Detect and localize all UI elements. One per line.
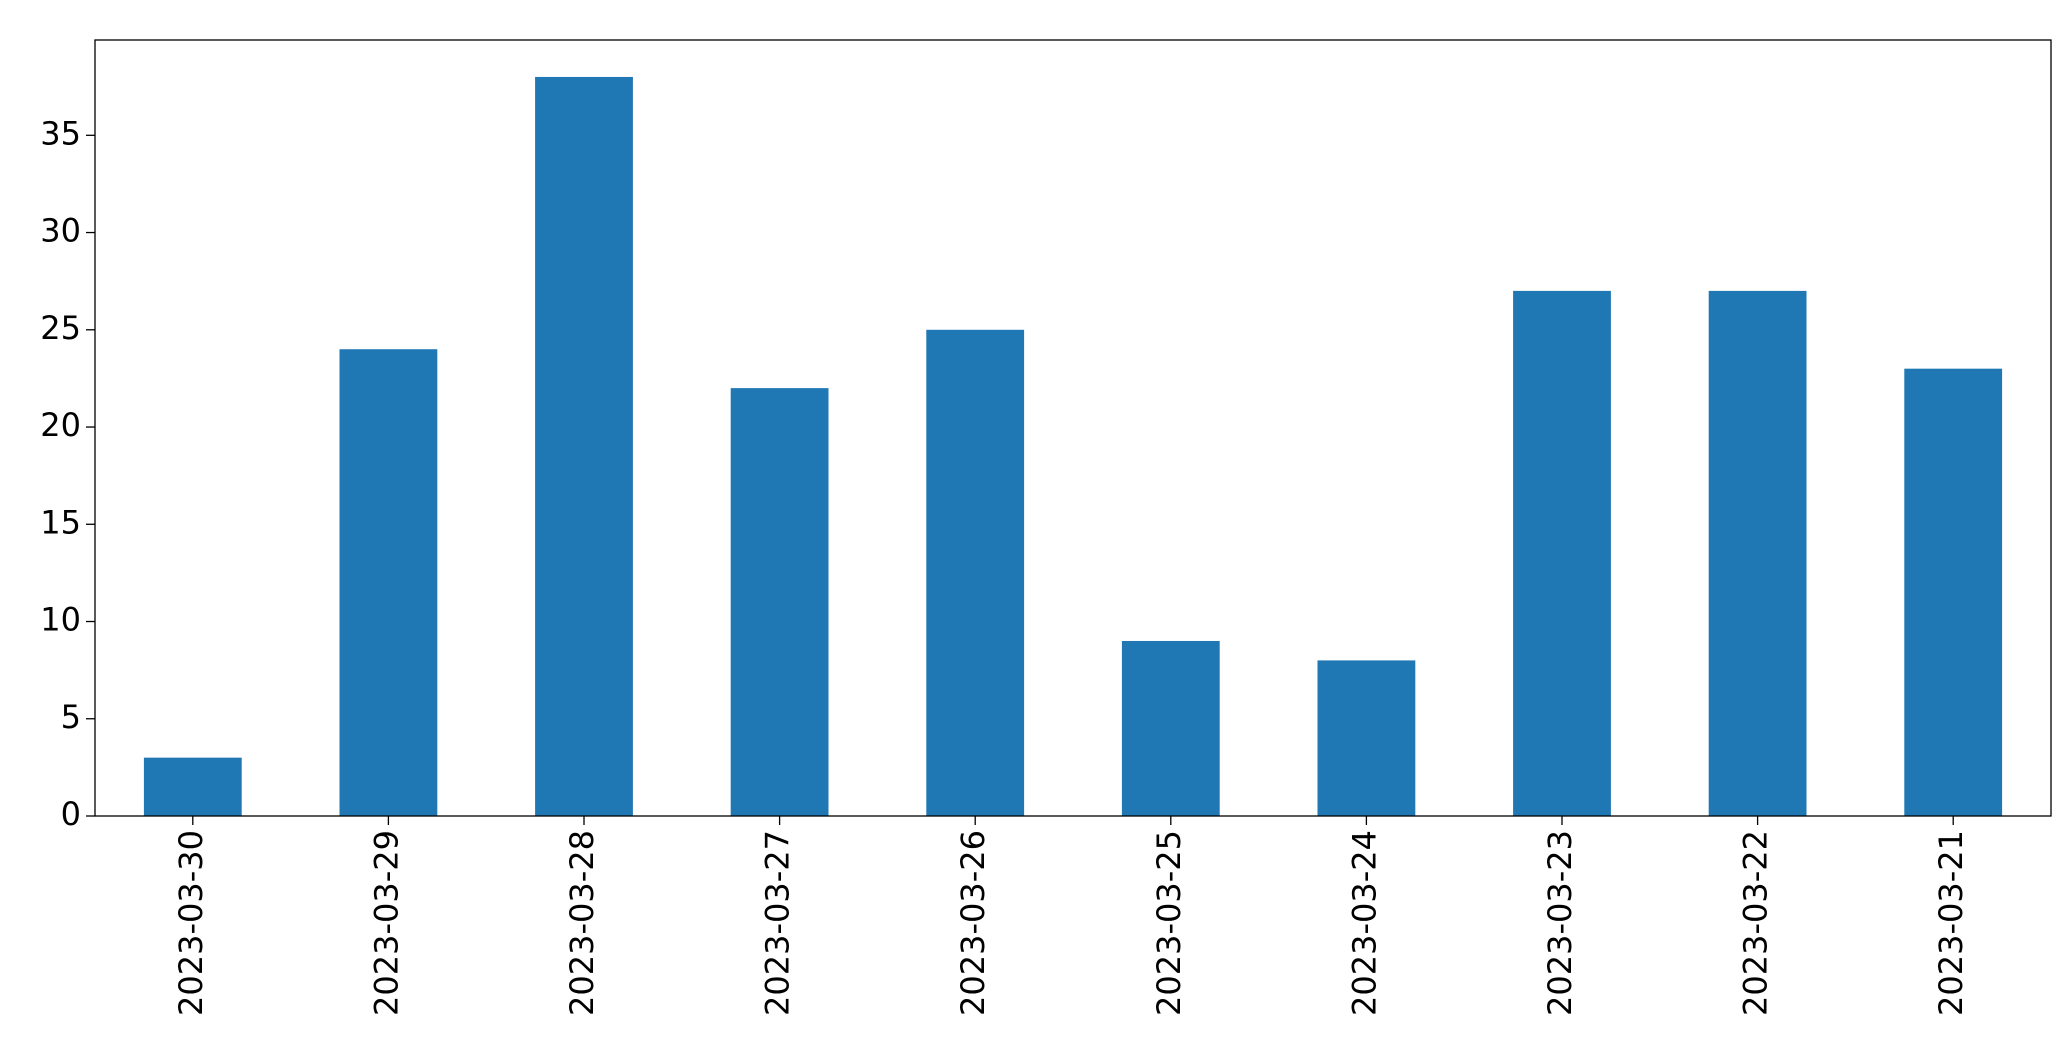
x-tick-label: 2023-03-27 <box>759 830 797 1016</box>
y-tick-label: 30 <box>40 212 81 250</box>
x-tick-label: 2023-03-23 <box>1541 830 1579 1016</box>
y-tick-label: 10 <box>40 601 81 639</box>
plot-frame <box>94 39 2052 817</box>
y-tick-label: 20 <box>40 406 81 444</box>
x-tick-label: 2023-03-30 <box>172 830 210 1016</box>
bar <box>143 757 242 816</box>
bar <box>1708 290 1807 816</box>
x-tick-label: 2023-03-24 <box>1345 830 1383 1016</box>
bar <box>926 329 1025 816</box>
x-tick-label: 2023-03-29 <box>367 830 405 1016</box>
x-tick-label: 2023-03-28 <box>563 830 601 1016</box>
y-tick-label: 0 <box>61 795 81 833</box>
x-tick-label: 2023-03-25 <box>1150 830 1188 1016</box>
y-tick-label: 15 <box>40 503 81 541</box>
bar <box>535 76 633 816</box>
bar <box>1513 290 1611 816</box>
x-tick-label: 2023-03-21 <box>1932 830 1970 1016</box>
x-tick-label: 2023-03-22 <box>1737 830 1775 1016</box>
bar <box>1317 660 1416 816</box>
bar <box>339 349 438 816</box>
x-tick-label: 2023-03-26 <box>954 830 992 1016</box>
y-tick-label: 35 <box>40 114 81 152</box>
y-tick-label: 25 <box>40 309 81 347</box>
bar <box>1121 640 1220 816</box>
bar <box>1904 368 2003 816</box>
y-tick-label: 5 <box>61 698 81 736</box>
bar <box>730 388 829 816</box>
